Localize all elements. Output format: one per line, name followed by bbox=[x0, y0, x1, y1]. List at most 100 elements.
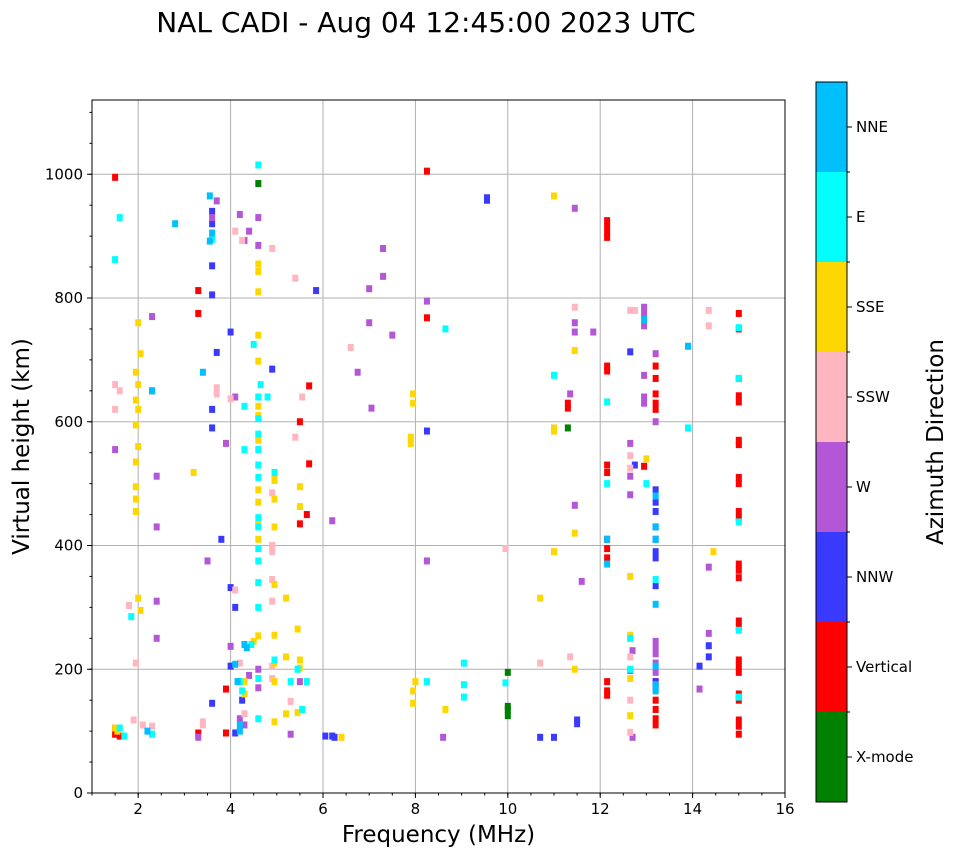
data-point-sse bbox=[551, 192, 557, 200]
data-point-sse bbox=[135, 405, 142, 413]
data-point-vertical bbox=[604, 233, 611, 241]
data-point-e bbox=[271, 468, 278, 476]
colorbar-segment bbox=[816, 172, 847, 262]
data-point-w bbox=[209, 214, 216, 222]
data-point-nnw bbox=[239, 696, 246, 704]
data-point-e bbox=[271, 656, 278, 664]
data-point-nne bbox=[236, 727, 243, 735]
data-point-vertical bbox=[735, 722, 742, 730]
data-point-nnw bbox=[574, 716, 581, 724]
data-point-w bbox=[368, 404, 375, 412]
data-point-e bbox=[460, 693, 467, 701]
data-point-ssw bbox=[130, 716, 137, 724]
data-point-vertical bbox=[112, 173, 119, 181]
colorbar-label: NNW bbox=[856, 568, 893, 586]
data-point-vertical bbox=[604, 554, 611, 562]
data-point-vertical bbox=[423, 167, 430, 175]
data-point-sse bbox=[627, 675, 634, 683]
data-point-sse bbox=[410, 390, 417, 398]
data-point-vertical bbox=[604, 229, 611, 237]
data-point-vertical bbox=[735, 441, 742, 449]
data-point-nne bbox=[199, 368, 206, 376]
x-tick-label: 6 bbox=[318, 800, 328, 818]
data-point-sse bbox=[255, 632, 262, 640]
data-point-nne bbox=[144, 727, 151, 735]
data-point-sse bbox=[255, 486, 262, 494]
data-point-sse bbox=[410, 399, 417, 407]
data-point-nnw bbox=[322, 732, 329, 740]
data-point-sse bbox=[132, 483, 139, 491]
colorbar-label: E bbox=[856, 208, 865, 226]
data-point-ssw bbox=[132, 659, 139, 667]
data-point-w bbox=[629, 733, 636, 741]
colorbar-segment bbox=[816, 352, 847, 442]
data-point-w bbox=[153, 634, 160, 642]
data-point-sse bbox=[271, 477, 278, 485]
data-point-nne bbox=[206, 237, 213, 245]
x-tick-label: 8 bbox=[411, 800, 421, 818]
data-point-sse bbox=[407, 439, 414, 447]
data-point-w bbox=[255, 241, 262, 249]
data-point-ssw bbox=[112, 405, 119, 413]
data-point-vertical bbox=[735, 730, 742, 738]
data-point-sse bbox=[571, 529, 578, 537]
y-tick-label: 0 bbox=[73, 784, 83, 802]
data-point-e bbox=[121, 732, 128, 740]
data-point-nne bbox=[236, 721, 243, 729]
colorbar-label: X-mode bbox=[856, 748, 913, 766]
y-tick-label: 800 bbox=[54, 289, 83, 307]
data-point-ssw bbox=[149, 722, 156, 730]
data-point-sse bbox=[412, 678, 419, 686]
data-point-e bbox=[241, 446, 248, 454]
data-point-e bbox=[643, 480, 650, 488]
data-point-nne bbox=[652, 600, 659, 608]
data-point-w bbox=[705, 563, 712, 571]
data-point-vertical bbox=[222, 729, 229, 737]
data-point-e bbox=[287, 678, 294, 686]
data-point-w bbox=[652, 350, 659, 358]
data-point-e bbox=[423, 678, 430, 686]
data-point-w bbox=[255, 665, 262, 673]
data-point-nne bbox=[206, 192, 213, 200]
data-point-vertical bbox=[652, 705, 659, 713]
data-point-sse bbox=[132, 396, 139, 404]
data-point-vertical bbox=[604, 687, 611, 695]
data-point-w bbox=[705, 629, 712, 637]
data-point-w bbox=[652, 650, 659, 658]
data-point-e bbox=[255, 557, 262, 565]
data-point-sse bbox=[627, 572, 634, 580]
data-point-sse bbox=[135, 319, 142, 327]
data-point-e bbox=[264, 393, 271, 401]
data-point-ssw bbox=[567, 653, 574, 661]
data-point-vertical bbox=[735, 716, 742, 724]
data-point-sse bbox=[283, 594, 290, 602]
data-point-vertical bbox=[652, 399, 659, 407]
data-point-vertical bbox=[652, 362, 659, 370]
data-point-nnw bbox=[218, 535, 225, 543]
data-point-vertical bbox=[303, 511, 310, 519]
data-point-nne bbox=[652, 681, 659, 689]
data-point-vertical bbox=[735, 309, 742, 317]
data-point-nnw bbox=[209, 405, 216, 413]
data-point-ssw bbox=[287, 697, 294, 705]
data-point-w bbox=[329, 517, 336, 525]
data-point-ssw bbox=[269, 548, 276, 556]
data-point-sse bbox=[283, 653, 290, 661]
data-point-vertical bbox=[735, 668, 742, 676]
data-point-w bbox=[571, 328, 578, 336]
data-point-e bbox=[255, 675, 262, 683]
y-axis-label: Virtual height (km) bbox=[9, 338, 35, 555]
data-point-ssw bbox=[627, 464, 634, 472]
colorbar-segment bbox=[816, 442, 847, 532]
data-point-x-mode bbox=[504, 705, 511, 713]
data-point-w bbox=[696, 685, 703, 693]
data-point-sse bbox=[296, 503, 303, 511]
data-point-w bbox=[567, 390, 574, 398]
data-point-w bbox=[204, 557, 211, 565]
data-point-sse bbox=[255, 498, 262, 506]
data-point-e bbox=[112, 256, 119, 264]
data-point-w bbox=[627, 491, 634, 499]
data-point-nnw bbox=[313, 287, 320, 295]
data-point-vertical bbox=[652, 696, 659, 704]
data-point-ssw bbox=[236, 659, 243, 667]
